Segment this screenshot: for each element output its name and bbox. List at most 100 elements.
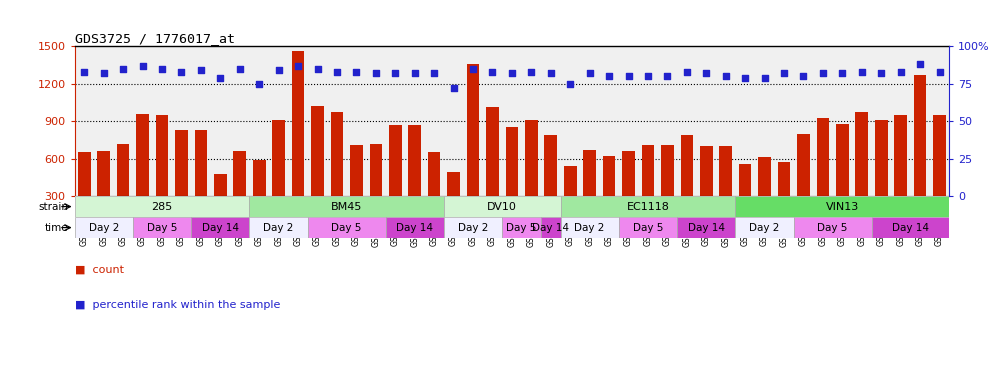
Point [874,70,890,76]
Bar [797,134,810,233]
Point [581,70,597,76]
Point [776,70,792,76]
Bar [736,217,794,238]
Bar [370,144,382,233]
Point [679,68,695,74]
Point [368,70,384,76]
Point [854,68,870,74]
Text: Day 5: Day 5 [147,223,177,233]
Bar [444,217,502,238]
Text: VIN13: VIN13 [826,202,859,212]
Bar [564,166,577,233]
Point [718,73,734,79]
Point [543,70,559,76]
Bar [252,160,265,233]
Point [426,70,442,76]
Bar [506,127,518,233]
Point [620,73,636,79]
Point [834,70,850,76]
Bar [794,217,872,238]
Point [815,70,831,76]
Text: Day 2: Day 2 [575,223,605,233]
Bar [214,174,227,233]
Point [738,74,753,81]
Point [931,68,947,74]
Point [115,66,131,72]
Text: Day 2: Day 2 [749,223,780,233]
Bar [619,217,677,238]
Text: GDS3725 / 1776017_at: GDS3725 / 1776017_at [75,32,235,45]
Bar [777,162,790,233]
Point [893,68,909,74]
Bar [739,164,751,233]
Bar [895,115,907,233]
Bar [311,106,324,233]
Point [388,70,404,76]
Bar [622,151,635,233]
Bar [308,217,386,238]
Bar [758,157,771,233]
Bar [331,113,343,233]
Bar [545,136,557,233]
Point [756,74,772,81]
Bar [191,217,249,238]
Bar [875,120,888,233]
Bar [700,146,713,233]
Bar [249,217,308,238]
Text: Day 14: Day 14 [892,223,929,233]
Bar [836,124,849,233]
Point [465,66,481,72]
Point [563,81,579,87]
Bar [541,217,561,238]
Point [329,68,345,74]
Text: Day 5: Day 5 [817,223,848,233]
Point [484,68,500,74]
Point [251,81,267,87]
Bar [133,217,191,238]
Bar [467,64,479,233]
Bar [872,217,949,238]
Bar [386,217,444,238]
Text: EC1118: EC1118 [626,202,669,212]
Bar [136,114,149,233]
Bar [525,120,538,233]
Point [290,63,306,69]
Bar [175,130,188,233]
Text: ■  count: ■ count [75,265,123,275]
Text: ■  percentile rank within the sample: ■ percentile rank within the sample [75,300,280,310]
Text: Day 5: Day 5 [633,223,663,233]
Text: time: time [45,223,69,233]
Text: 285: 285 [151,202,173,212]
Bar [292,51,304,233]
Point [795,73,811,79]
Bar [117,144,129,233]
Bar [561,217,619,238]
Text: Day 14: Day 14 [202,223,239,233]
Bar [272,120,285,233]
Text: BM45: BM45 [331,202,363,212]
Bar [447,172,460,233]
Bar [350,145,363,233]
Text: Day 14: Day 14 [688,223,725,233]
Point [213,74,229,81]
Point [77,68,92,74]
Bar [681,135,693,233]
Bar [234,151,247,233]
Bar [583,150,596,233]
Point [524,68,540,74]
Point [407,70,422,76]
Bar [156,115,168,233]
Bar [389,125,402,233]
Point [95,70,111,76]
Bar [409,125,421,233]
Text: Day 2: Day 2 [458,223,488,233]
Bar [195,130,207,233]
Bar [933,115,946,233]
Bar [97,151,110,233]
Text: strain: strain [39,202,69,212]
Bar [642,145,654,233]
Text: Day 14: Day 14 [397,223,433,233]
Bar [913,75,926,233]
Point [232,66,248,72]
Bar [720,146,732,233]
